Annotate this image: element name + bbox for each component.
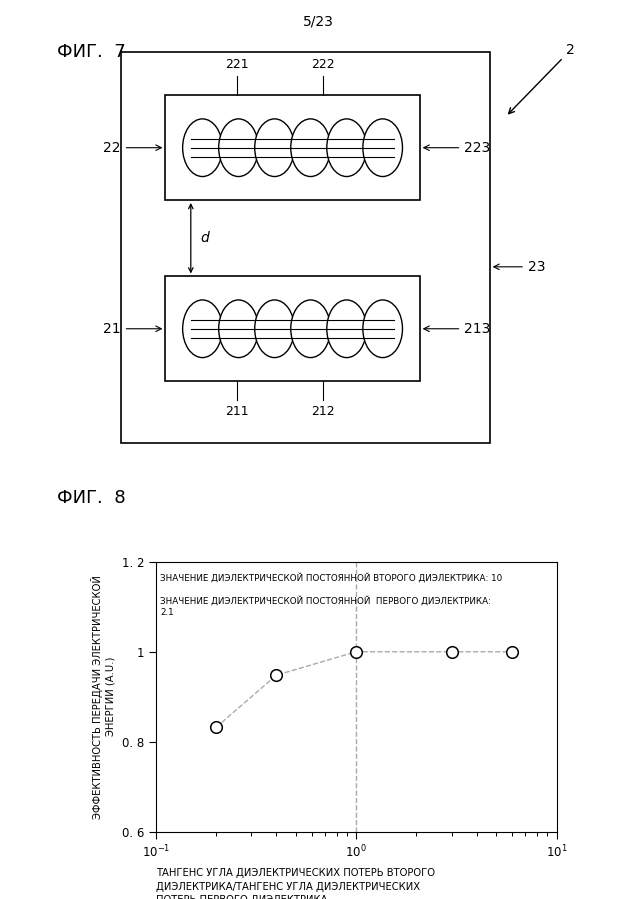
- Text: 213: 213: [424, 322, 490, 335]
- Ellipse shape: [219, 119, 258, 176]
- FancyBboxPatch shape: [165, 276, 420, 381]
- FancyBboxPatch shape: [165, 95, 420, 200]
- FancyBboxPatch shape: [121, 52, 490, 443]
- Ellipse shape: [254, 119, 294, 176]
- Text: 212: 212: [311, 405, 335, 418]
- Text: 223: 223: [424, 141, 490, 155]
- Ellipse shape: [363, 119, 403, 176]
- Ellipse shape: [291, 119, 331, 176]
- Text: d: d: [200, 231, 209, 245]
- Text: 5/23: 5/23: [303, 14, 333, 28]
- Ellipse shape: [183, 119, 223, 176]
- Text: 222: 222: [311, 58, 335, 72]
- Ellipse shape: [327, 300, 366, 358]
- Text: 2: 2: [509, 43, 575, 113]
- Ellipse shape: [327, 119, 366, 176]
- Ellipse shape: [219, 300, 258, 358]
- Text: ЗНАЧЕНИЕ ДИЭЛЕКТРИЧЕСКОЙ ПОСТОЯННОЙ ВТОРОГО ДИЭЛЕКТРИКА: 10: ЗНАЧЕНИЕ ДИЭЛЕКТРИЧЕСКОЙ ПОСТОЯННОЙ ВТОР…: [160, 574, 502, 583]
- Ellipse shape: [291, 300, 331, 358]
- Point: [507, 645, 517, 659]
- Y-axis label: ЭФФЕКТИВНОСТЬ ПЕРЕДАЧИ ЭЛЕКТРИЧЕСКОЙ
ЭНЕРГИИ (А.U.): ЭФФЕКТИВНОСТЬ ПЕРЕДАЧИ ЭЛЕКТРИЧЕСКОЙ ЭНЕ…: [91, 574, 116, 819]
- X-axis label: ТАНГЕНС УГЛА ДИЭЛЕКТРИЧЕСКИХ ПОТЕРЬ ВТОРОГО
ДИЭЛЕКТРИКА/ТАНГЕНС УГЛА ДИЭЛЕКТРИЧЕ: ТАНГЕНС УГЛА ДИЭЛЕКТРИЧЕСКИХ ПОТЕРЬ ВТОР…: [156, 868, 435, 899]
- Text: ФИГ.  7: ФИГ. 7: [57, 43, 126, 61]
- Text: 211: 211: [225, 405, 249, 418]
- Text: 23: 23: [494, 260, 546, 274]
- Text: ЗНАЧЕНИЕ ДИЭЛЕКТРИЧЕСКОЙ ПОСТОЯННОЙ  ПЕРВОГО ДИЭЛЕКТРИКА:
2.1: ЗНАЧЕНИЕ ДИЭЛЕКТРИЧЕСКОЙ ПОСТОЯННОЙ ПЕРВ…: [160, 595, 491, 617]
- Point: [211, 720, 221, 734]
- Ellipse shape: [363, 300, 403, 358]
- Text: 22: 22: [103, 141, 162, 155]
- Text: 21: 21: [103, 322, 162, 335]
- Point: [272, 668, 282, 682]
- Ellipse shape: [183, 300, 223, 358]
- Point: [351, 645, 361, 659]
- Ellipse shape: [254, 300, 294, 358]
- Text: 221: 221: [225, 58, 249, 72]
- Point: [446, 645, 457, 659]
- Text: ФИГ.  8: ФИГ. 8: [57, 489, 126, 507]
